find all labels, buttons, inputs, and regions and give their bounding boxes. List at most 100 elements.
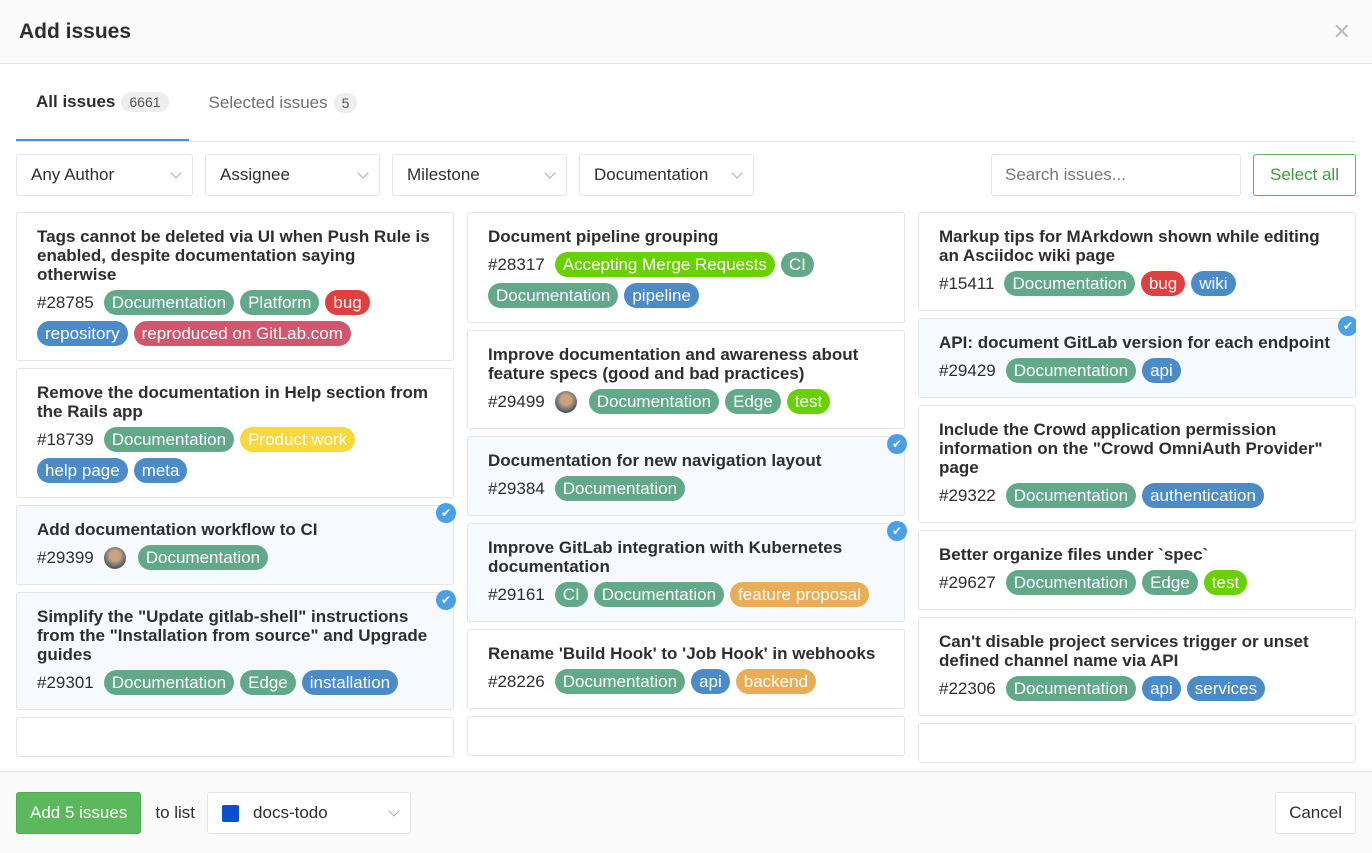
issue-label[interactable]: Documentation xyxy=(1005,358,1137,383)
issue-card[interactable]: Better organize files under `spec` #2962… xyxy=(918,530,1356,610)
issue-label[interactable]: CI xyxy=(780,252,814,277)
issue-card[interactable]: Documentation for new navigation layout … xyxy=(467,434,907,516)
label-dropdown[interactable]: Documentation xyxy=(579,154,754,196)
issue-card[interactable]: Improve documentation and awareness abou… xyxy=(467,330,905,429)
issue-label[interactable]: Documentation xyxy=(588,389,720,414)
issue-label[interactable]: Documentation xyxy=(593,582,725,607)
issue-ref: #29499 xyxy=(488,392,545,411)
issue-meta: #15411 Documentation bug wiki xyxy=(939,271,1335,296)
issue-ref: #28785 xyxy=(37,293,94,312)
check-icon: ✔ xyxy=(887,521,907,541)
issue-label[interactable]: bug xyxy=(325,290,370,315)
modal-footer: Add 5 issues to list docs-todo Cancel xyxy=(0,771,1372,853)
issue-label[interactable]: Edge xyxy=(725,389,781,414)
issue-label[interactable]: test xyxy=(1203,570,1248,595)
issue-label[interactable]: bug xyxy=(1140,271,1186,296)
issue-label[interactable]: api xyxy=(691,669,730,694)
dropdown-label: Milestone xyxy=(407,165,480,184)
close-icon[interactable]: ✕ xyxy=(1332,18,1351,44)
issue-label[interactable]: Edge xyxy=(1142,570,1198,595)
issue-card[interactable] xyxy=(16,717,454,757)
issue-meta: #28317 Accepting Merge Requests CI Document… xyxy=(488,252,884,308)
issue-card[interactable]: Document pipeline grouping #28317 Accepti… xyxy=(467,212,905,323)
issue-label[interactable]: Accepting Merge Requests xyxy=(554,252,775,277)
issue-label[interactable]: reproduced on GitLab.com xyxy=(133,321,351,346)
issue-label[interactable]: Platform xyxy=(240,290,320,315)
tab-selected-issues[interactable]: Selected issues 5 xyxy=(189,64,378,141)
issue-card[interactable] xyxy=(467,716,905,756)
issue-ref: #22306 xyxy=(939,679,996,698)
check-icon: ✔ xyxy=(1338,316,1356,336)
cancel-button[interactable]: Cancel xyxy=(1275,791,1356,834)
assignee-dropdown[interactable]: Assignee xyxy=(205,154,380,196)
issue-card[interactable]: Remove the documentation in Help section… xyxy=(16,368,454,498)
issue-label[interactable]: Documentation xyxy=(1005,483,1137,508)
issue-label[interactable]: installation xyxy=(301,670,399,695)
issue-label[interactable]: Product work xyxy=(240,427,356,452)
add-issues-button[interactable]: Add 5 issues xyxy=(16,791,142,834)
issue-card[interactable]: API: document GitLab version for each en… xyxy=(918,316,1356,398)
issue-title: Can't disable project services trigger o… xyxy=(939,632,1309,670)
issue-label[interactable]: Documentation xyxy=(1005,570,1137,595)
issue-label[interactable]: Documentation xyxy=(1005,676,1137,701)
issue-label[interactable]: help page xyxy=(37,458,128,483)
search-input[interactable] xyxy=(991,154,1241,196)
issue-ref: #29161 xyxy=(488,585,545,604)
issue-card[interactable]: Simplify the "Update gitlab-shell" instr… xyxy=(16,590,456,710)
issue-label[interactable]: api xyxy=(1142,358,1181,383)
issue-label[interactable]: feature proposal xyxy=(730,582,869,607)
issue-meta: #29322 Documentation authentication xyxy=(939,483,1335,508)
chevron-down-icon xyxy=(170,167,182,179)
issue-ref: #29322 xyxy=(939,486,996,505)
issue-column: Markup tips for MArkdown shown while edi… xyxy=(918,212,1356,771)
tab-all-issues[interactable]: All issues 6661 xyxy=(16,64,189,141)
issue-card[interactable]: Add documentation workflow to CI #29399 D… xyxy=(16,503,456,585)
milestone-dropdown[interactable]: Milestone xyxy=(392,154,567,196)
dropdown-label: Documentation xyxy=(594,165,709,184)
issue-label[interactable]: Documentation xyxy=(554,669,686,694)
issue-label[interactable]: pipeline xyxy=(624,283,699,308)
issue-label[interactable]: test xyxy=(786,389,831,414)
issue-title: Include the Crowd application permission… xyxy=(939,420,1323,477)
check-icon: ✔ xyxy=(436,590,456,610)
issue-label[interactable]: wiki xyxy=(1191,271,1236,296)
issue-meta: #29399 Documentation xyxy=(37,545,433,570)
issue-title: Improve GitLab integration with Kubernet… xyxy=(488,538,843,576)
issue-ref: #29301 xyxy=(37,673,94,692)
issue-card[interactable]: Tags cannot be deleted via UI when Push … xyxy=(16,212,454,361)
issue-card[interactable] xyxy=(918,723,1356,763)
issue-ref: #29429 xyxy=(939,361,996,380)
chevron-down-icon xyxy=(388,804,400,817)
issue-label[interactable]: Documentation xyxy=(554,476,686,501)
issue-column: Document pipeline grouping #28317 Accepti… xyxy=(467,212,907,771)
issue-label[interactable]: Edge xyxy=(240,670,296,695)
issue-title: Improve documentation and awareness abou… xyxy=(488,345,859,383)
issue-label[interactable]: backend xyxy=(735,669,817,694)
issue-title: Tags cannot be deleted via UI when Push … xyxy=(37,227,430,284)
issue-label[interactable]: Documentation xyxy=(103,427,235,452)
issue-label[interactable]: meta xyxy=(133,458,188,483)
issue-list[interactable]: Tags cannot be deleted via UI when Push … xyxy=(16,212,1356,771)
list-selection: docs-todo xyxy=(222,803,328,823)
issue-meta: #22306 Documentation api services xyxy=(939,676,1335,701)
list-dropdown[interactable]: docs-todo xyxy=(207,791,412,834)
issue-label[interactable]: services xyxy=(1186,676,1266,701)
issue-meta: #29429 Documentation api xyxy=(939,358,1335,383)
issue-label[interactable]: repository xyxy=(37,321,128,346)
issue-label[interactable]: Documentation xyxy=(103,670,235,695)
issue-card[interactable]: Improve GitLab integration with Kubernet… xyxy=(467,521,907,622)
author-dropdown[interactable]: Any Author xyxy=(16,154,193,196)
issue-card[interactable]: Markup tips for MArkdown shown while edi… xyxy=(918,212,1356,311)
issue-card[interactable]: Can't disable project services trigger o… xyxy=(918,617,1356,716)
issue-card[interactable]: Include the Crowd application permission… xyxy=(918,405,1356,523)
issue-card[interactable]: Rename 'Build Hook' to 'Job Hook' in web… xyxy=(467,629,905,709)
select-all-button[interactable]: Select all xyxy=(1253,154,1356,196)
issue-label[interactable]: CI xyxy=(554,582,588,607)
issue-label[interactable]: Documentation xyxy=(1004,271,1135,296)
issue-label[interactable]: Documentation xyxy=(137,545,269,570)
issue-label[interactable]: authentication xyxy=(1142,483,1264,508)
issue-label[interactable]: Documentation xyxy=(103,290,235,315)
issue-label[interactable]: Documentation xyxy=(488,283,619,308)
issue-label[interactable]: api xyxy=(1142,676,1181,701)
list-color-swatch xyxy=(222,804,240,822)
